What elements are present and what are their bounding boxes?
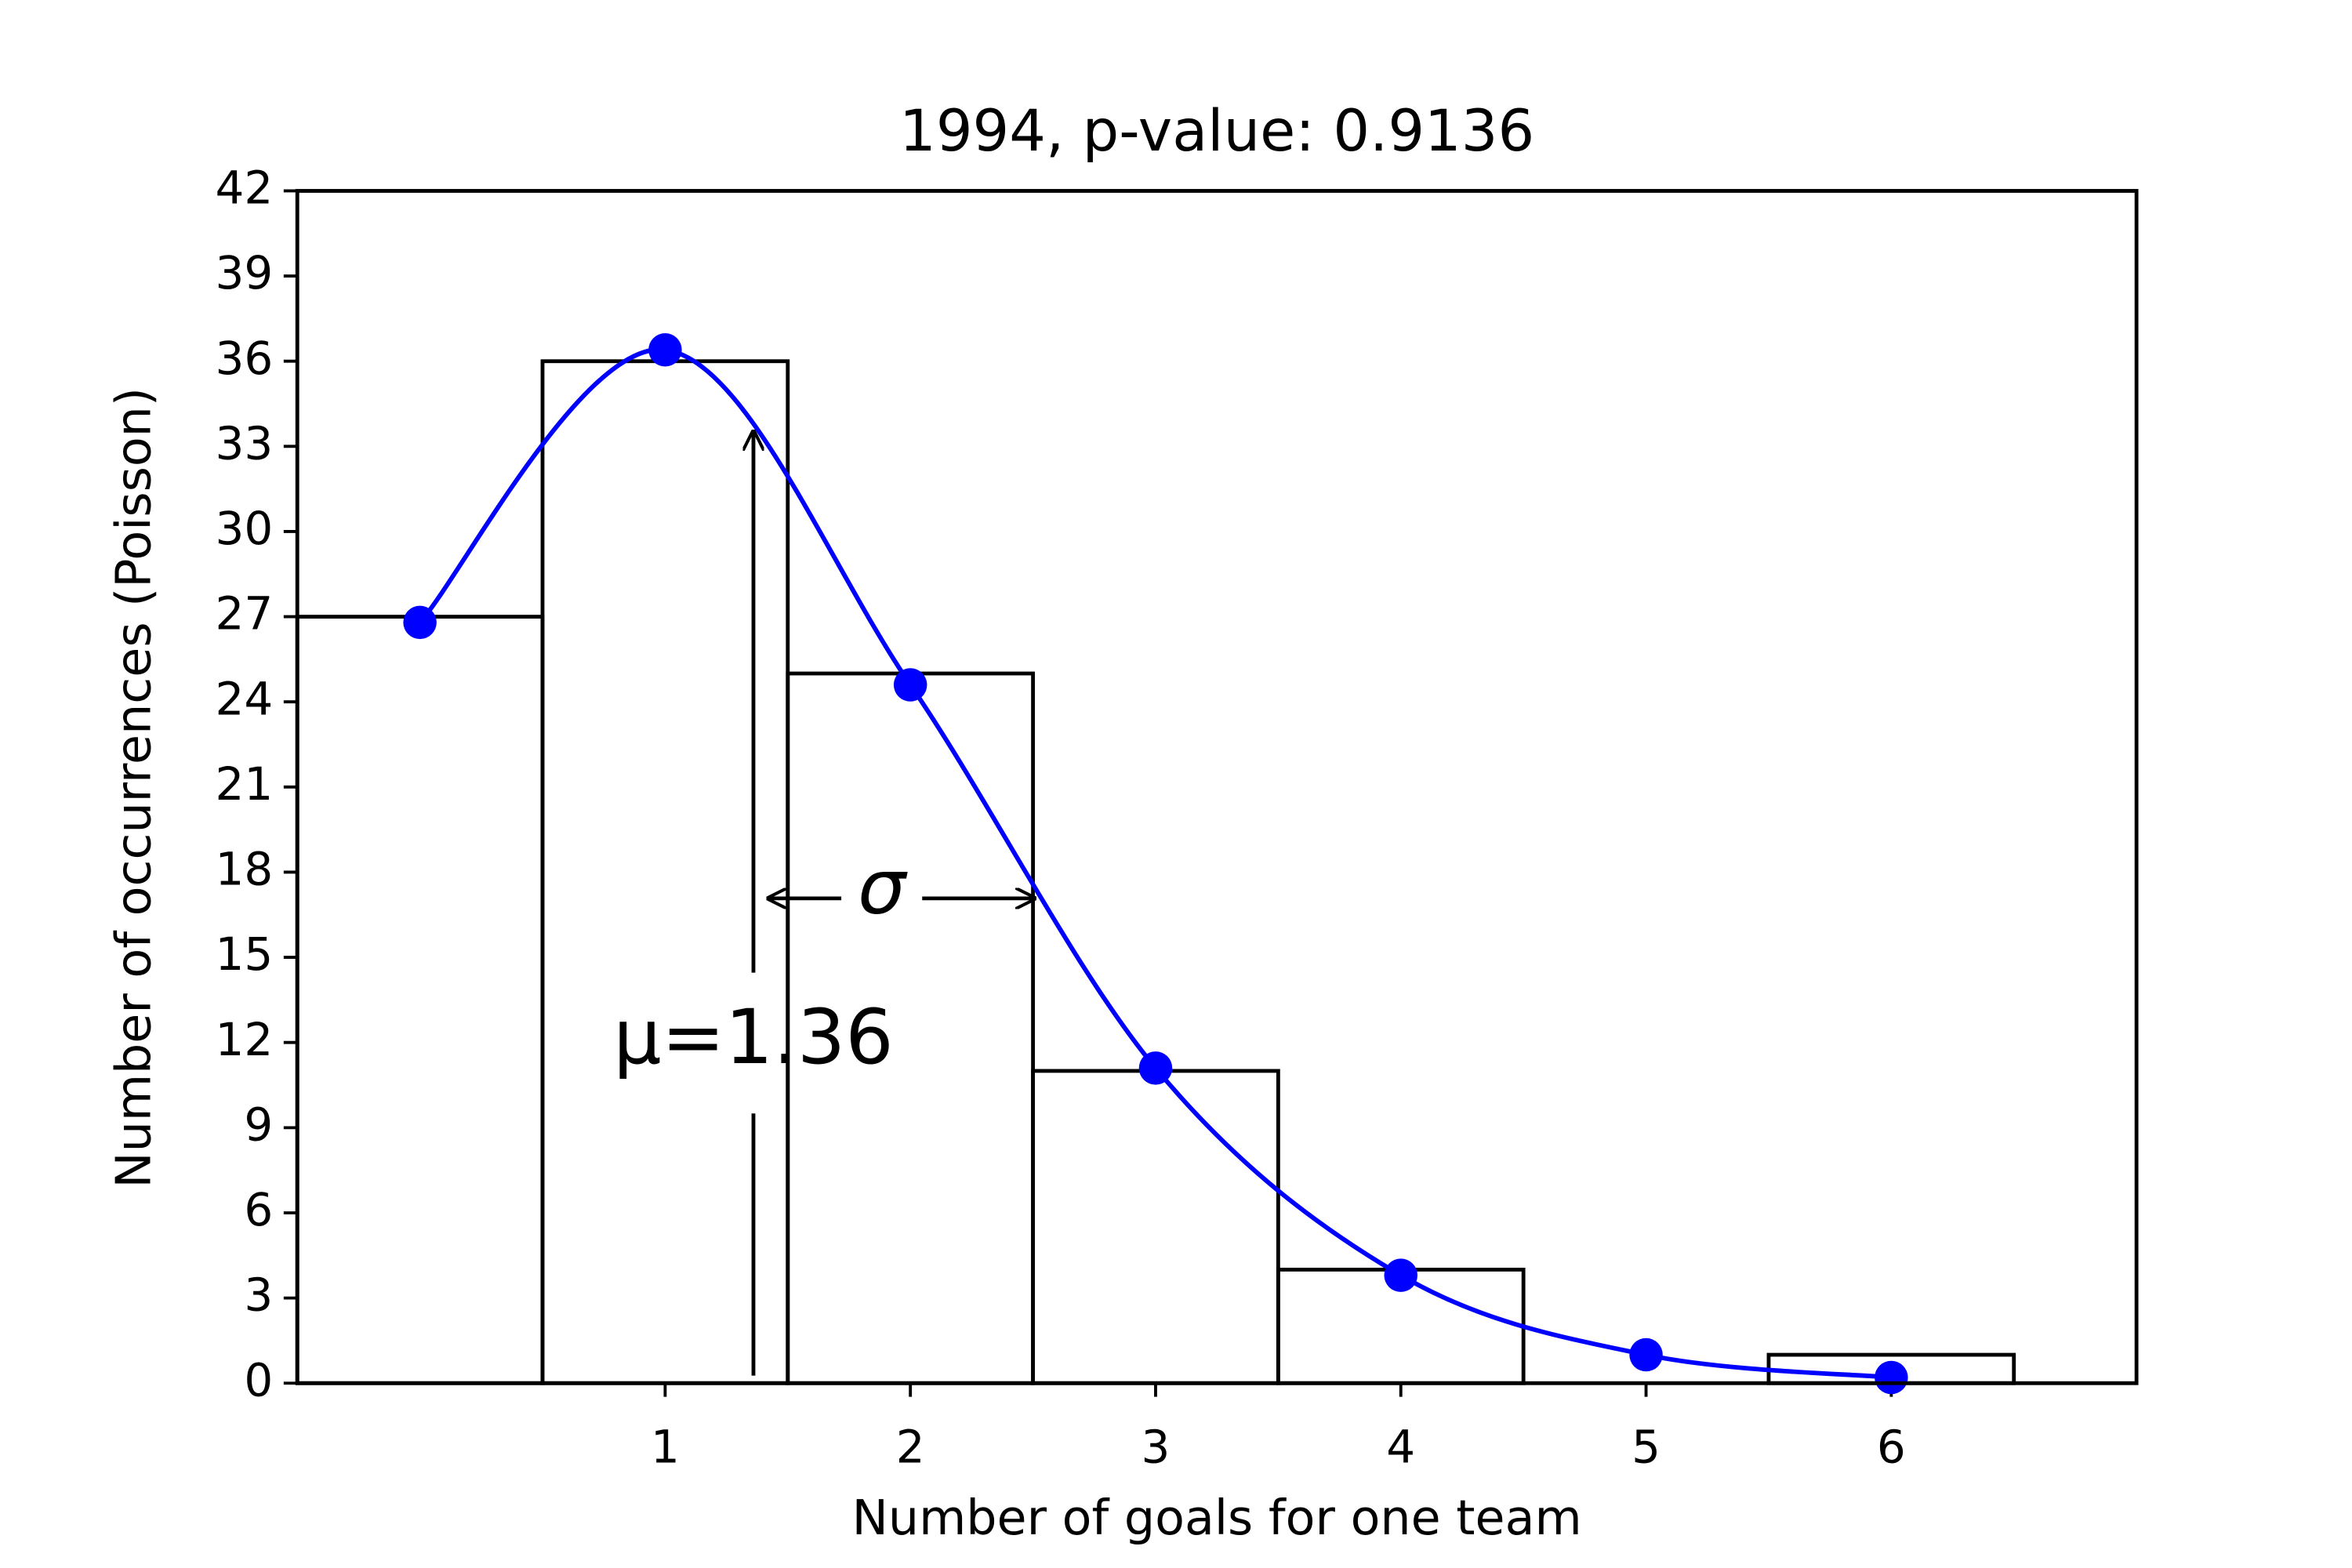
x-tick-label: 2 xyxy=(896,1420,925,1473)
y-tick-label: 3 xyxy=(244,1269,273,1322)
fit-point xyxy=(893,668,927,702)
y-tick-label: 30 xyxy=(216,502,274,555)
y-tick-label: 0 xyxy=(244,1353,273,1406)
x-tick-label: 4 xyxy=(1386,1420,1415,1473)
y-axis-label: Number of occurrences (Poisson) xyxy=(105,387,162,1189)
y-tick-label: 21 xyxy=(216,757,274,811)
fit-point xyxy=(648,332,682,367)
x-tick-label: 1 xyxy=(651,1420,680,1473)
plot-frame xyxy=(295,189,2139,1385)
x-tick-label: 6 xyxy=(1877,1420,1906,1473)
x-axis-label: Number of goals for one team xyxy=(852,1490,1582,1546)
fit-curve xyxy=(418,347,1892,1380)
y-tick-label: 9 xyxy=(244,1098,273,1151)
fit-point xyxy=(403,605,437,640)
chart-title: 1994, p-value: 0.9136 xyxy=(899,98,1534,165)
histogram-bar xyxy=(295,615,545,1385)
histogram-bar xyxy=(1031,1069,1280,1385)
y-tick-label: 39 xyxy=(216,246,274,299)
y-tick-label: 36 xyxy=(216,332,274,385)
y-tick-label: 18 xyxy=(216,843,274,896)
y-tick-label: 6 xyxy=(244,1183,273,1236)
fit-point xyxy=(1138,1051,1173,1085)
x-tick-label: 3 xyxy=(1142,1420,1171,1473)
fit-point xyxy=(1629,1338,1663,1372)
y-tick-label: 27 xyxy=(216,587,274,641)
mu-label: μ=1.36 xyxy=(613,993,894,1081)
y-tick-label: 15 xyxy=(216,927,274,981)
histogram-bar xyxy=(540,359,790,1385)
fit-point xyxy=(1875,1360,1908,1395)
y-tick-label: 24 xyxy=(216,672,274,725)
fit-point xyxy=(1384,1258,1418,1292)
y-tick-label: 42 xyxy=(216,162,274,215)
sigma-label: σ xyxy=(858,843,908,931)
y-tick-label: 12 xyxy=(216,1013,274,1066)
x-tick-label: 5 xyxy=(1632,1420,1661,1473)
y-tick-label: 33 xyxy=(216,416,274,470)
